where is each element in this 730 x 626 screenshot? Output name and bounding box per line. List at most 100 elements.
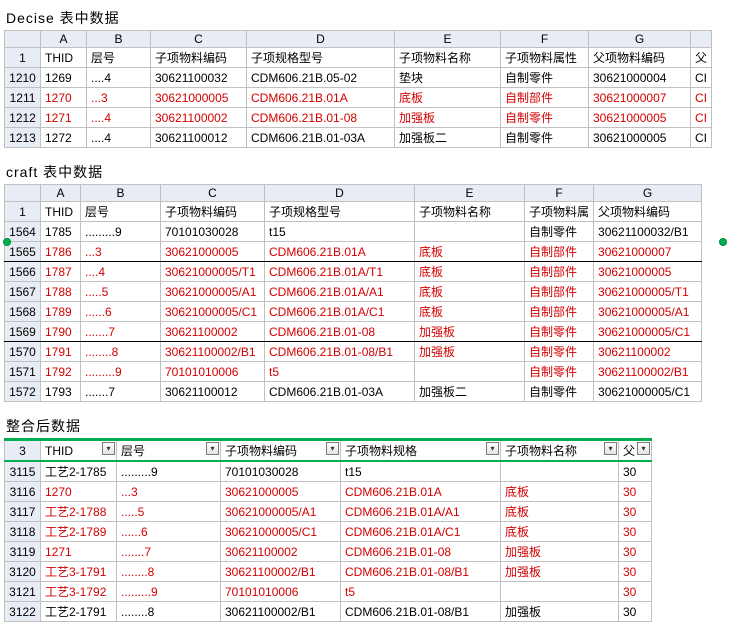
data-cell[interactable]: 30 (619, 542, 652, 562)
data-cell[interactable]: 1271 (41, 108, 87, 128)
data-cell[interactable]: 1270 (41, 88, 87, 108)
data-cell[interactable]: 30621000007 (589, 88, 691, 108)
data-cell[interactable]: CDM606.21B.01A/C1 (265, 302, 415, 322)
data-cell[interactable]: ......6 (81, 302, 161, 322)
data-cell[interactable]: 30621100002/B1 (161, 342, 265, 362)
filter-dropdown-icon[interactable]: ▾ (326, 442, 339, 455)
data-cell[interactable]: ....4 (87, 128, 151, 148)
data-cell[interactable]: 30621100002/B1 (221, 602, 341, 622)
data-cell[interactable]: 底板 (395, 88, 501, 108)
data-cell[interactable]: 30621000005/A1 (161, 282, 265, 302)
col-header[interactable]: C (151, 31, 247, 48)
data-cell[interactable]: CDM606.21B.01A/A1 (265, 282, 415, 302)
data-cell[interactable]: 自制部件 (525, 242, 594, 262)
col-header[interactable]: G (589, 31, 691, 48)
data-cell[interactable]: CDM606.21B.01A (265, 242, 415, 262)
data-cell[interactable]: 自制零件 (525, 222, 594, 242)
row-header[interactable]: 3117 (5, 502, 41, 522)
row-header[interactable]: 3118 (5, 522, 41, 542)
data-cell[interactable]: 1786 (41, 242, 81, 262)
data-cell[interactable]: 30621100032 (151, 68, 247, 88)
row-header[interactable]: 1566 (5, 262, 41, 282)
col-header[interactable]: D (247, 31, 395, 48)
data-cell[interactable]: 30621000005/T1 (594, 282, 702, 302)
data-cell[interactable]: .....5 (117, 502, 221, 522)
data-cell[interactable]: 自制零件 (525, 382, 594, 402)
col-header[interactable]: E (415, 185, 525, 202)
data-cell[interactable]: .......7 (81, 322, 161, 342)
row-header[interactable]: 1568 (5, 302, 41, 322)
data-cell[interactable]: 30 (619, 502, 652, 522)
data-cell[interactable]: 自制零件 (525, 342, 594, 362)
data-cell[interactable]: 70101030028 (221, 461, 341, 482)
data-cell[interactable]: 30 (619, 582, 652, 602)
data-cell[interactable]: 30621100002 (161, 322, 265, 342)
data-cell[interactable]: 30 (619, 461, 652, 482)
data-cell[interactable]: .........9 (117, 461, 221, 482)
data-cell[interactable]: ...3 (81, 242, 161, 262)
data-cell[interactable] (501, 582, 619, 602)
data-cell[interactable]: 工艺3-1791 (41, 562, 117, 582)
data-cell[interactable]: CI (691, 128, 712, 148)
data-cell[interactable]: 30621000005 (594, 262, 702, 282)
col-header[interactable] (691, 31, 712, 48)
data-cell[interactable]: 30621100002/B1 (594, 362, 702, 382)
filter-dropdown-icon[interactable]: ▾ (486, 442, 499, 455)
data-cell[interactable]: ......6 (117, 522, 221, 542)
data-cell[interactable]: 30621100002 (151, 108, 247, 128)
data-cell[interactable]: t5 (341, 582, 501, 602)
row-header[interactable]: 1212 (5, 108, 41, 128)
row-header[interactable]: 3121 (5, 582, 41, 602)
row-header[interactable]: 1 (5, 48, 41, 68)
data-cell[interactable]: 自制部件 (525, 262, 594, 282)
data-cell[interactable]: 30621000005/A1 (594, 302, 702, 322)
data-cell[interactable]: ....4 (81, 262, 161, 282)
col-header[interactable]: B (87, 31, 151, 48)
data-cell[interactable]: 加强板 (415, 342, 525, 362)
data-cell[interactable]: CDM606.21B.01A/A1 (341, 502, 501, 522)
data-cell[interactable]: CDM606.21B.01A (341, 482, 501, 502)
data-cell[interactable]: 30621100002 (221, 542, 341, 562)
filter-dropdown-icon[interactable]: ▾ (604, 442, 617, 455)
col-header[interactable]: F (525, 185, 594, 202)
data-cell[interactable]: 加强板 (501, 602, 619, 622)
data-cell[interactable]: .........9 (81, 222, 161, 242)
data-cell[interactable]: 底板 (501, 482, 619, 502)
data-cell[interactable]: CDM606.21B.01-08 (265, 322, 415, 342)
data-cell[interactable]: CI (691, 88, 712, 108)
data-cell[interactable]: CDM606.21B.01-08/B1 (341, 562, 501, 582)
data-cell[interactable]: 1789 (41, 302, 81, 322)
data-cell[interactable]: 30621000007 (594, 242, 702, 262)
corner-cell[interactable] (5, 31, 41, 48)
data-cell[interactable]: 1785 (41, 222, 81, 242)
data-cell[interactable]: ........8 (117, 562, 221, 582)
data-cell[interactable]: 70101010006 (221, 582, 341, 602)
data-cell[interactable]: ....4 (87, 68, 151, 88)
data-cell[interactable]: 加强板 (501, 542, 619, 562)
data-cell[interactable]: 底板 (415, 282, 525, 302)
data-cell[interactable]: 底板 (415, 302, 525, 322)
data-cell[interactable]: 30 (619, 562, 652, 582)
data-cell[interactable]: 加强板二 (395, 128, 501, 148)
row-header[interactable]: 1210 (5, 68, 41, 88)
data-cell[interactable] (415, 362, 525, 382)
column-filter-header[interactable]: 父▾ (619, 440, 652, 462)
data-cell[interactable]: CDM606.21B.01-08/B1 (341, 602, 501, 622)
row-header[interactable]: 1571 (5, 362, 41, 382)
data-cell[interactable]: 30 (619, 522, 652, 542)
data-cell[interactable]: CDM606.21B.01A/T1 (265, 262, 415, 282)
row-header[interactable]: 1570 (5, 342, 41, 362)
corner-cell[interactable] (5, 185, 41, 202)
data-cell[interactable]: 30621100032/B1 (594, 222, 702, 242)
data-cell[interactable]: 30621100012 (151, 128, 247, 148)
data-cell[interactable]: 工艺2-1788 (41, 502, 117, 522)
filter-dropdown-icon[interactable]: ▾ (102, 442, 115, 455)
data-cell[interactable]: t5 (265, 362, 415, 382)
row-header[interactable]: 1213 (5, 128, 41, 148)
data-cell[interactable]: 底板 (501, 522, 619, 542)
row-header[interactable]: 1 (5, 202, 41, 222)
data-cell[interactable]: ........8 (117, 602, 221, 622)
filter-dropdown-icon[interactable]: ▾ (206, 442, 219, 455)
data-cell[interactable]: CDM606.21B.01-03A (265, 382, 415, 402)
row-header[interactable]: 1211 (5, 88, 41, 108)
